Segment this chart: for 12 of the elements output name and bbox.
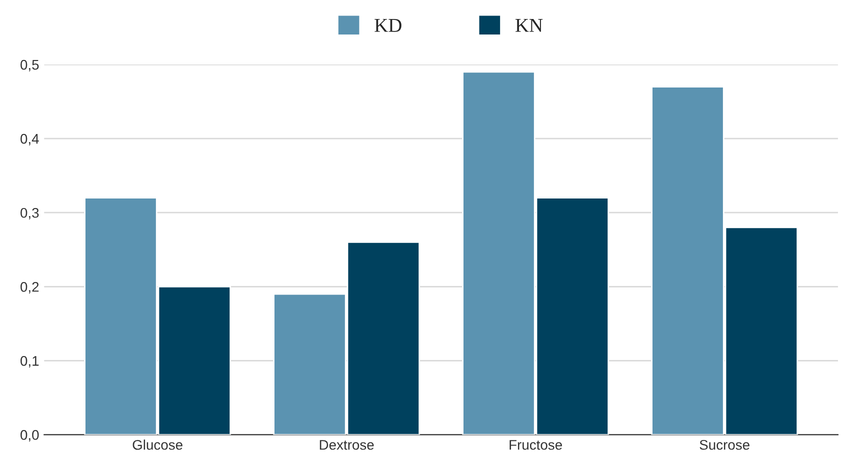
x-tick-label: Sucrose — [700, 440, 750, 450]
y-tick-label: 0,2 — [20, 282, 39, 294]
y-tick-label: 0,3 — [20, 208, 39, 220]
y-tick-label: 0,1 — [20, 356, 39, 368]
y-tick-label: 0,4 — [20, 134, 39, 146]
x-tick-label: Fructose — [510, 440, 562, 450]
y-tick-label: 0,0 — [20, 430, 39, 442]
x-tick-label: Glucose — [132, 440, 182, 450]
legend-label: KN — [516, 19, 543, 32]
x-tick-label: Dextrose — [320, 440, 374, 450]
y-tick-label: 0,5 — [20, 60, 39, 72]
legend-label: KD — [374, 19, 402, 32]
